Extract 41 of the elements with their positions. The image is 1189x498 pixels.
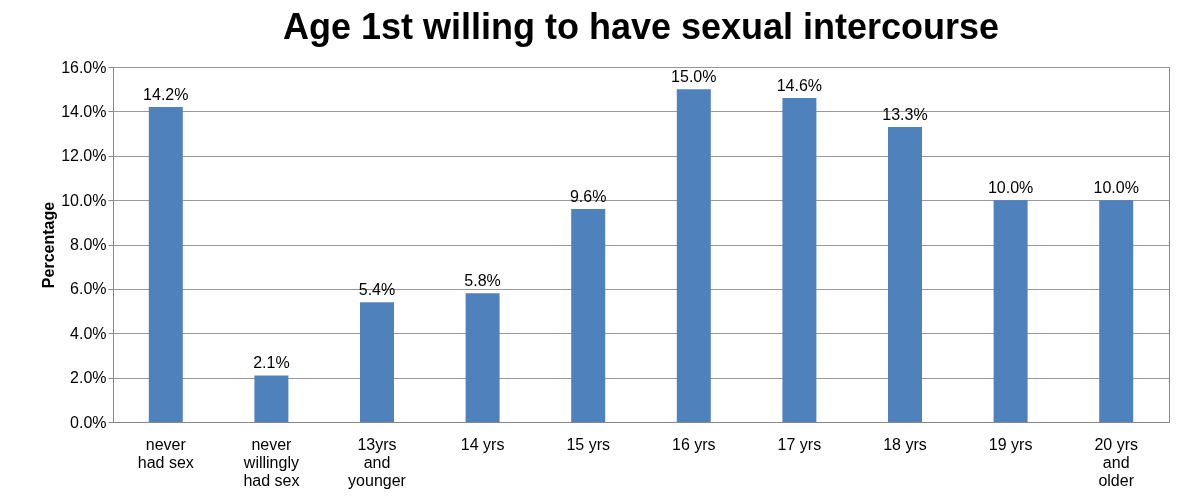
data-label: 5.8%: [464, 272, 501, 290]
y-tick-label: 14.0%: [61, 102, 107, 120]
y-tick-label: 12.0%: [61, 147, 107, 165]
chart-title: Age 1st willing to have sexual intercourse: [282, 6, 1000, 47]
data-label: 10.0%: [987, 179, 1034, 197]
bar: [254, 375, 289, 422]
bar: [888, 126, 922, 422]
bar: [465, 293, 500, 422]
y-tick-label: 2.0%: [70, 369, 107, 387]
bar: [571, 209, 606, 422]
x-tick-label: 16 yrs: [672, 435, 716, 453]
data-label: 5.4%: [358, 281, 396, 299]
x-tick-label: 15 yrs: [566, 435, 610, 453]
y-tick-label: 10.0%: [61, 191, 107, 209]
data-label: 9.6%: [569, 188, 607, 205]
bar: [148, 106, 183, 422]
y-tick-label: 16.0%: [61, 58, 107, 76]
data-label: 15.0%: [671, 68, 717, 86]
data-label: 14.6%: [776, 77, 823, 95]
data-label: 2.1%: [253, 354, 290, 372]
y-tick-label: 0.0%: [70, 413, 107, 431]
bar: [360, 302, 394, 422]
y-tick-label: 8.0%: [70, 236, 107, 253]
x-tick-label: 17 yrs: [777, 435, 822, 453]
x-tick-label: 20 yrs and older: [1094, 435, 1138, 489]
bar: [993, 200, 1028, 422]
bar: [676, 89, 711, 422]
y-tick-label: 6.0%: [70, 280, 107, 298]
x-tick-label: never had sex: [137, 435, 194, 471]
x-tick-label: 18 yrs: [883, 435, 927, 453]
data-label: 10.0%: [1093, 179, 1139, 197]
x-tick-label: never willingly had sex: [242, 435, 300, 489]
data-label: 14.2%: [143, 85, 189, 103]
x-tick-label: 14 yrs: [460, 435, 505, 453]
bar: [782, 98, 817, 422]
data-label: 13.3%: [882, 105, 928, 123]
x-tick-label: 13yrs and younger: [348, 435, 407, 489]
x-tick-label: 19 yrs: [988, 435, 1033, 453]
y-tick-label: 4.0%: [70, 324, 107, 342]
y-axis-title: Percentage: [40, 201, 58, 289]
bar: [1099, 200, 1134, 422]
